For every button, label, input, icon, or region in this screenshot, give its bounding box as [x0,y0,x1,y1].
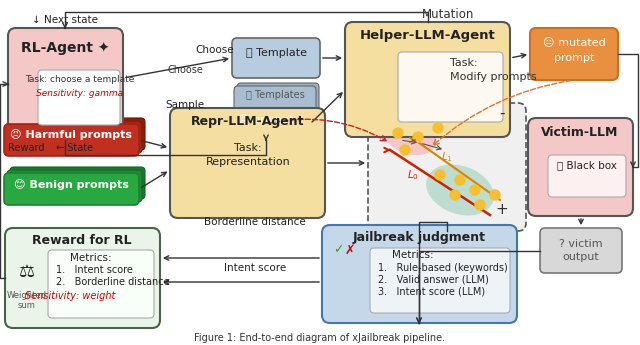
Text: $L_0$: $L_0$ [407,168,419,182]
Circle shape [490,190,500,200]
Text: RL-Agent ✦: RL-Agent ✦ [20,41,109,55]
Text: ? victim: ? victim [559,239,603,249]
Text: Borderline distance: Borderline distance [204,217,306,227]
Text: 😠 prompt: 😠 prompt [238,115,294,126]
Text: Mutation: Mutation [422,9,474,21]
FancyBboxPatch shape [322,225,517,323]
Circle shape [413,132,423,142]
Text: 🔧 Templates: 🔧 Templates [246,90,305,100]
FancyBboxPatch shape [222,108,310,140]
Text: ✗: ✗ [345,244,355,256]
Circle shape [433,123,443,133]
Text: Helper-LLM-Agent: Helper-LLM-Agent [360,29,496,41]
FancyBboxPatch shape [232,38,320,78]
Text: sum: sum [18,300,36,309]
Circle shape [393,128,403,138]
Text: Sensitivity: gamma: Sensitivity: gamma [36,89,124,98]
Text: Repr-LLM-Agent: Repr-LLM-Agent [191,116,305,128]
Text: ✓: ✓ [333,244,343,256]
FancyBboxPatch shape [5,228,160,328]
Text: Metrics:: Metrics: [70,253,111,263]
FancyBboxPatch shape [540,228,622,273]
FancyBboxPatch shape [7,121,142,153]
Text: 2.   Borderline distance: 2. Borderline distance [56,277,170,287]
Text: Modify prompts: Modify prompts [450,72,536,82]
FancyBboxPatch shape [234,86,316,114]
Text: -: - [499,106,505,120]
Text: Metrics:: Metrics: [392,250,434,260]
Text: Jailbreak judgment: Jailbreak judgment [353,230,486,244]
Circle shape [400,145,410,155]
FancyBboxPatch shape [368,103,526,231]
Text: 🔒 Black box: 🔒 Black box [557,160,617,170]
Text: prompt: prompt [554,53,594,63]
FancyBboxPatch shape [237,83,319,111]
Text: $L_1$: $L_1$ [441,150,453,164]
Circle shape [450,190,460,200]
Circle shape [475,200,485,210]
Text: 😠 Harmful prompts: 😠 Harmful prompts [10,130,132,140]
Text: Intent score: Intent score [224,263,286,273]
FancyBboxPatch shape [530,28,618,80]
FancyBboxPatch shape [370,248,510,313]
Text: output: output [563,252,600,262]
Text: 1.   Intent score: 1. Intent score [56,265,133,275]
Text: 😊 Benign prompts: 😊 Benign prompts [13,179,129,190]
Ellipse shape [383,115,436,155]
Text: Task:: Task: [234,143,262,153]
Text: +: + [495,203,508,217]
Text: Reward for RL: Reward for RL [32,234,132,246]
FancyBboxPatch shape [398,52,503,122]
Text: 😐 mutated: 😐 mutated [543,38,605,48]
Ellipse shape [426,165,494,216]
Text: Task:: Task: [450,58,477,68]
FancyBboxPatch shape [48,250,154,318]
FancyBboxPatch shape [8,28,123,140]
Circle shape [470,185,480,195]
FancyBboxPatch shape [7,170,142,202]
Text: ← State: ← State [56,143,93,153]
Text: ⚖: ⚖ [19,263,35,281]
Text: Figure 1: End-to-end diagram of xJailbreak pipeline.: Figure 1: End-to-end diagram of xJailbre… [195,333,445,343]
Text: 2.   Valid answer (LLM): 2. Valid answer (LLM) [378,275,489,285]
Text: 1.   Rule-based (keywords): 1. Rule-based (keywords) [378,263,508,273]
FancyBboxPatch shape [4,173,139,205]
FancyBboxPatch shape [4,124,139,156]
Text: ↓ Next state: ↓ Next state [32,15,98,25]
Text: Task: choose a template: Task: choose a template [26,76,134,85]
Text: Choose: Choose [196,45,234,55]
FancyBboxPatch shape [528,118,633,216]
FancyBboxPatch shape [38,70,120,125]
Circle shape [455,175,465,185]
FancyBboxPatch shape [345,22,510,137]
FancyBboxPatch shape [10,118,145,150]
Text: 🔧 Template: 🔧 Template [246,48,307,58]
Circle shape [435,170,445,180]
Text: Reward: Reward [8,143,45,153]
Text: Representation: Representation [205,157,291,167]
FancyBboxPatch shape [548,155,626,197]
Text: Weighted: Weighted [7,292,47,300]
FancyBboxPatch shape [170,108,325,218]
Text: Sample: Sample [165,100,205,110]
Text: Victim-LLM: Victim-LLM [541,126,619,138]
Text: Sensitivity: weight: Sensitivity: weight [25,291,115,301]
Text: Choose: Choose [167,65,203,75]
FancyBboxPatch shape [10,167,145,199]
Text: 3.   Intent score (LLM): 3. Intent score (LLM) [378,287,485,297]
